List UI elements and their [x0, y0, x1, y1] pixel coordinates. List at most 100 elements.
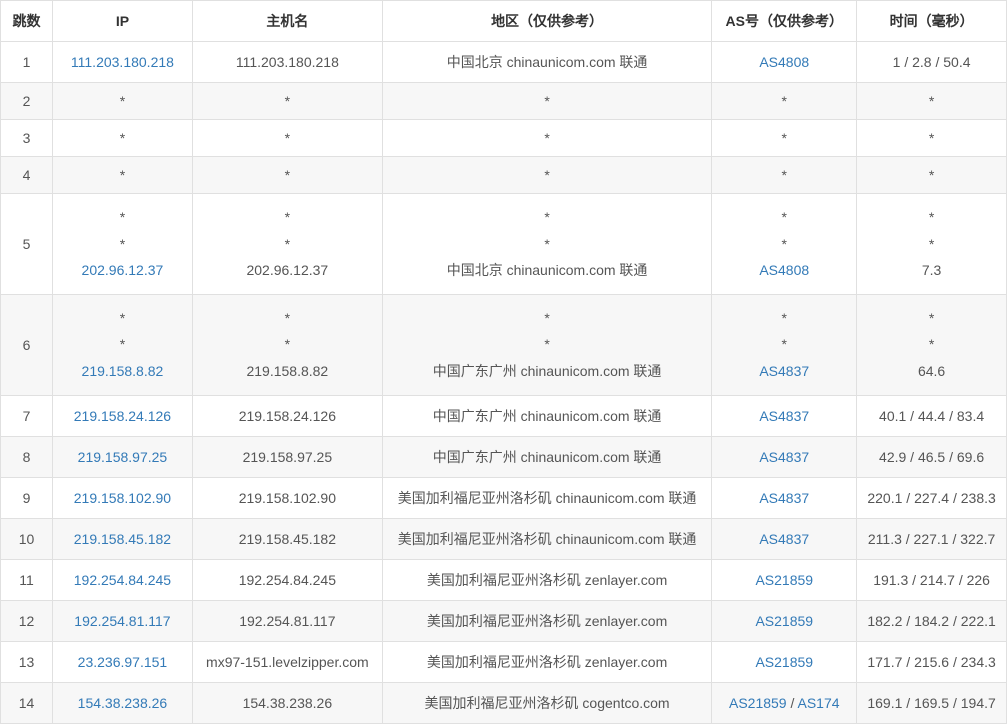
- cell-hop: 3: [1, 120, 53, 157]
- ip-link[interactable]: 219.158.24.126: [74, 408, 171, 424]
- cell-hop: 7: [1, 395, 53, 436]
- cell-location: 美国加利福尼亚州洛杉矶 chinaunicom.com 联通: [382, 477, 712, 518]
- asn-link[interactable]: AS21859: [755, 654, 813, 670]
- cell-location: 美国加利福尼亚州洛杉矶 zenlayer.com: [382, 600, 712, 641]
- asn-link[interactable]: AS4808: [759, 262, 809, 278]
- ip-link[interactable]: 192.254.84.245: [74, 572, 171, 588]
- cell-time: 182.2 / 184.2 / 222.1: [857, 600, 1007, 641]
- cell-hop: 13: [1, 641, 53, 682]
- cell-hostname: **219.158.8.82: [192, 294, 382, 395]
- cell-ip: 219.158.45.182: [52, 518, 192, 559]
- ip-link[interactable]: 192.254.81.117: [74, 613, 170, 629]
- cell-hostname-value: mx97-151.levelzipper.com: [206, 654, 369, 670]
- ip-link[interactable]: 154.38.238.26: [78, 695, 168, 711]
- cell-time: 191.3 / 214.7 / 226: [857, 559, 1007, 600]
- asn-link[interactable]: AS4837: [759, 408, 809, 424]
- cell-time: **64.6: [857, 294, 1007, 395]
- cell-hostname-value: *: [285, 93, 290, 109]
- cell-asn: AS4808: [712, 42, 857, 83]
- col-header-ip: IP: [52, 1, 192, 42]
- cell-ip: 23.236.97.151: [52, 641, 192, 682]
- asn-link[interactable]: AS4808: [759, 54, 809, 70]
- cell-ip: 111.203.180.218: [52, 42, 192, 83]
- ip-link[interactable]: 219.158.102.90: [74, 490, 171, 506]
- cell-hop: 14: [1, 682, 53, 723]
- table-row: 1111.203.180.218111.203.180.218中国北京 chin…: [1, 42, 1007, 83]
- cell-location: *: [382, 120, 712, 157]
- cell-hop: 9: [1, 477, 53, 518]
- asn-text: *: [782, 310, 787, 326]
- table-row: 5**202.96.12.37**202.96.12.37**中国北京 chin…: [1, 194, 1007, 295]
- cell-ip: 154.38.238.26: [52, 682, 192, 723]
- asn-link[interactable]: AS174: [798, 695, 840, 711]
- cell-location-value: 美国加利福尼亚州洛杉矶 zenlayer.com: [427, 613, 667, 629]
- cell-location: 美国加利福尼亚州洛杉矶 chinaunicom.com 联通: [382, 518, 712, 559]
- table-row: 1323.236.97.151mx97-151.levelzipper.com美…: [1, 641, 1007, 682]
- asn-text: *: [782, 93, 787, 109]
- cell-time-value: 211.3 / 227.1 / 322.7: [868, 531, 995, 547]
- asn-link[interactable]: AS21859: [729, 695, 787, 711]
- cell-hop: 12: [1, 600, 53, 641]
- ip-value: *: [120, 93, 125, 109]
- asn-link[interactable]: AS4837: [759, 363, 809, 379]
- cell-hop: 2: [1, 83, 53, 120]
- asn-link[interactable]: AS4837: [759, 490, 809, 506]
- cell-hop: 10: [1, 518, 53, 559]
- col-header-time: 时间（毫秒）: [857, 1, 1007, 42]
- cell-time-value: 64.6: [918, 363, 945, 379]
- col-header-asn: AS号（仅供参考）: [712, 1, 857, 42]
- cell-hostname: *: [192, 120, 382, 157]
- ip-link[interactable]: 219.158.8.82: [82, 363, 164, 379]
- cell-location: *: [382, 157, 712, 194]
- ip-link[interactable]: 202.96.12.37: [82, 262, 164, 278]
- cell-location: **中国广东广州 chinaunicom.com 联通: [382, 294, 712, 395]
- cell-time: *: [857, 83, 1007, 120]
- cell-location-value: 中国广东广州 chinaunicom.com 联通: [433, 449, 662, 465]
- ip-link[interactable]: 219.158.97.25: [78, 449, 168, 465]
- cell-time-value: 7.3: [922, 262, 941, 278]
- ip-value: *: [120, 130, 125, 146]
- cell-time: *: [857, 120, 1007, 157]
- cell-location-value: 中国广东广州 chinaunicom.com 联通: [433, 408, 662, 424]
- ip-link[interactable]: 111.203.180.218: [71, 54, 174, 70]
- cell-location-value: 中国广东广州 chinaunicom.com 联通: [433, 363, 662, 379]
- cell-time: 171.7 / 215.6 / 234.3: [857, 641, 1007, 682]
- cell-hop: 8: [1, 436, 53, 477]
- cell-hostname: 219.158.97.25: [192, 436, 382, 477]
- asn-text: *: [782, 167, 787, 183]
- asn-link[interactable]: AS4837: [759, 449, 809, 465]
- ip-link[interactable]: 23.236.97.151: [78, 654, 168, 670]
- ip-link[interactable]: 219.158.45.182: [74, 531, 171, 547]
- cell-time-value: 1 / 2.8 / 50.4: [893, 54, 971, 70]
- cell-asn: AS4837: [712, 518, 857, 559]
- cell-location: 中国北京 chinaunicom.com 联通: [382, 42, 712, 83]
- asn-link[interactable]: AS21859: [755, 613, 813, 629]
- cell-asn: AS21859: [712, 641, 857, 682]
- cell-location-value: 美国加利福尼亚州洛杉矶 chinaunicom.com 联通: [398, 490, 697, 506]
- cell-hostname-value: 219.158.45.182: [239, 531, 336, 547]
- asn-link[interactable]: AS21859: [755, 572, 813, 588]
- cell-location-value: 中国北京 chinaunicom.com 联通: [447, 262, 648, 278]
- cell-location: **中国北京 chinaunicom.com 联通: [382, 194, 712, 295]
- cell-asn: *: [712, 120, 857, 157]
- table-row: 2*****: [1, 83, 1007, 120]
- col-header-hostname: 主机名: [192, 1, 382, 42]
- asn-text: *: [782, 130, 787, 146]
- cell-time-value: 191.3 / 214.7 / 226: [873, 572, 990, 588]
- cell-hostname: 219.158.24.126: [192, 395, 382, 436]
- cell-hostname-value: *: [285, 130, 290, 146]
- asn-text: *: [782, 336, 787, 352]
- cell-hostname-value: *: [285, 209, 290, 225]
- cell-location-value: *: [544, 310, 549, 326]
- cell-time: 40.1 / 44.4 / 83.4: [857, 395, 1007, 436]
- cell-location-value: 中国北京 chinaunicom.com 联通: [447, 54, 648, 70]
- cell-hostname-value: 219.158.102.90: [239, 490, 336, 506]
- cell-ip: 219.158.24.126: [52, 395, 192, 436]
- cell-time: 211.3 / 227.1 / 322.7: [857, 518, 1007, 559]
- cell-asn: *: [712, 157, 857, 194]
- cell-location: 中国广东广州 chinaunicom.com 联通: [382, 436, 712, 477]
- asn-link[interactable]: AS4837: [759, 531, 809, 547]
- table-row: 14154.38.238.26154.38.238.26美国加利福尼亚州洛杉矶 …: [1, 682, 1007, 723]
- cell-ip: *: [52, 120, 192, 157]
- cell-hop: 11: [1, 559, 53, 600]
